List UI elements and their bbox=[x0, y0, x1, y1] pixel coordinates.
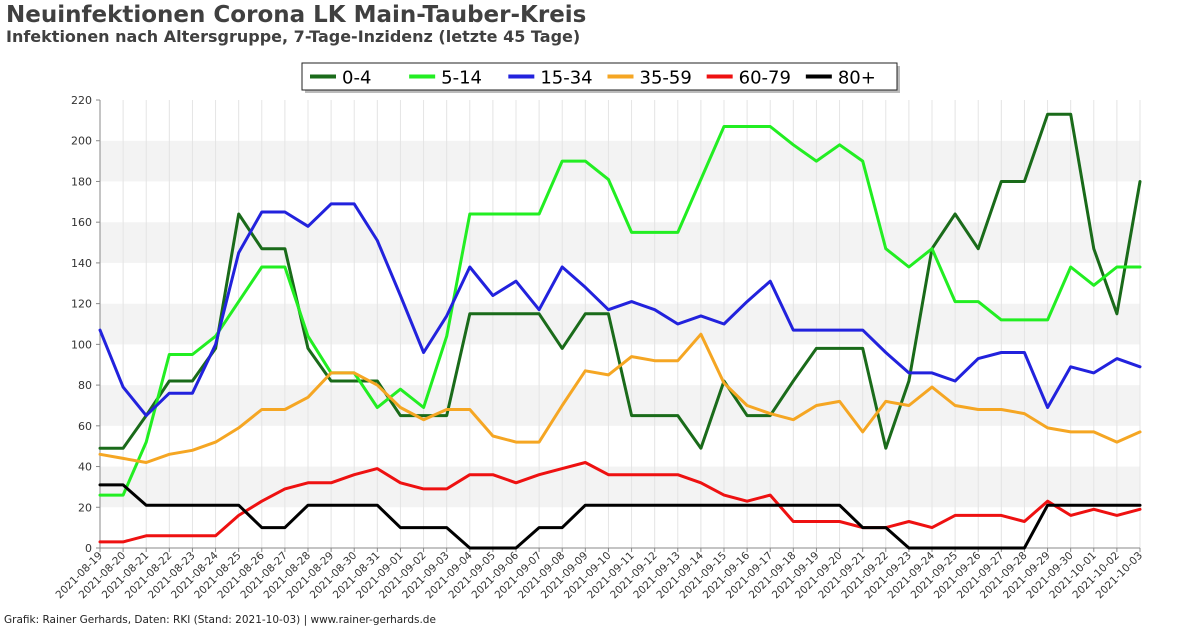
legend-label: 60-79 bbox=[739, 68, 791, 89]
grid-band bbox=[100, 425, 1140, 467]
legend-label: 5-14 bbox=[441, 68, 482, 89]
grid-band bbox=[100, 385, 1140, 426]
series-line-35-59 bbox=[98, 332, 1142, 464]
grid-band bbox=[100, 303, 1140, 345]
series-lines bbox=[98, 112, 1142, 550]
grid-band bbox=[100, 466, 1140, 508]
y-axis: 0 20 40 60 80 100 120 140 160 180 200 220 bbox=[71, 94, 101, 555]
legend-label: 0-4 bbox=[342, 68, 371, 89]
y-tick-label: 120 bbox=[71, 298, 92, 311]
grid-band bbox=[100, 262, 1140, 304]
series-line-80+ bbox=[98, 483, 1142, 550]
y-tick-label: 160 bbox=[71, 216, 92, 229]
series-line-5-14 bbox=[98, 125, 1142, 497]
y-tick-label: 0 bbox=[85, 542, 92, 555]
y-tick-label: 140 bbox=[71, 257, 92, 270]
legend-label: 15-34 bbox=[540, 68, 592, 89]
chart-subtitle: Infektionen nach Altersgruppe, 7-Tage-In… bbox=[6, 27, 581, 46]
series-line-15-34 bbox=[98, 202, 1142, 418]
y-tick-label: 40 bbox=[78, 461, 92, 474]
series-line-60-79 bbox=[98, 461, 1142, 544]
legend-box bbox=[301, 62, 898, 91]
grid-band bbox=[100, 100, 1140, 141]
grid-band bbox=[100, 140, 1140, 182]
legend-label: 35-59 bbox=[640, 68, 692, 89]
legend: 0-4 5-14 15-34 35-59 60-79 80+ bbox=[301, 62, 900, 93]
grid-bands bbox=[99, 100, 1141, 548]
grid-band bbox=[100, 181, 1140, 223]
y-tick-label: 200 bbox=[71, 135, 92, 148]
y-tick-label: 220 bbox=[71, 94, 92, 107]
chart-title: Neuinfektionen Corona LK Main-Tauber-Kre… bbox=[6, 2, 587, 28]
y-tick-label: 60 bbox=[78, 420, 92, 433]
footer-credit: Grafik: Rainer Gerhards, Daten: RKI (Sta… bbox=[4, 614, 436, 626]
y-tick-label: 20 bbox=[78, 501, 92, 514]
y-tick-label: 100 bbox=[71, 338, 92, 351]
y-tick-label: 180 bbox=[71, 175, 92, 188]
legend-label: 80+ bbox=[838, 68, 876, 89]
grid-band bbox=[100, 507, 1140, 548]
y-tick-label: 80 bbox=[78, 379, 92, 392]
x-axis: 2021-08-192021-08-202021-08-212021-08-22… bbox=[53, 547, 1145, 601]
